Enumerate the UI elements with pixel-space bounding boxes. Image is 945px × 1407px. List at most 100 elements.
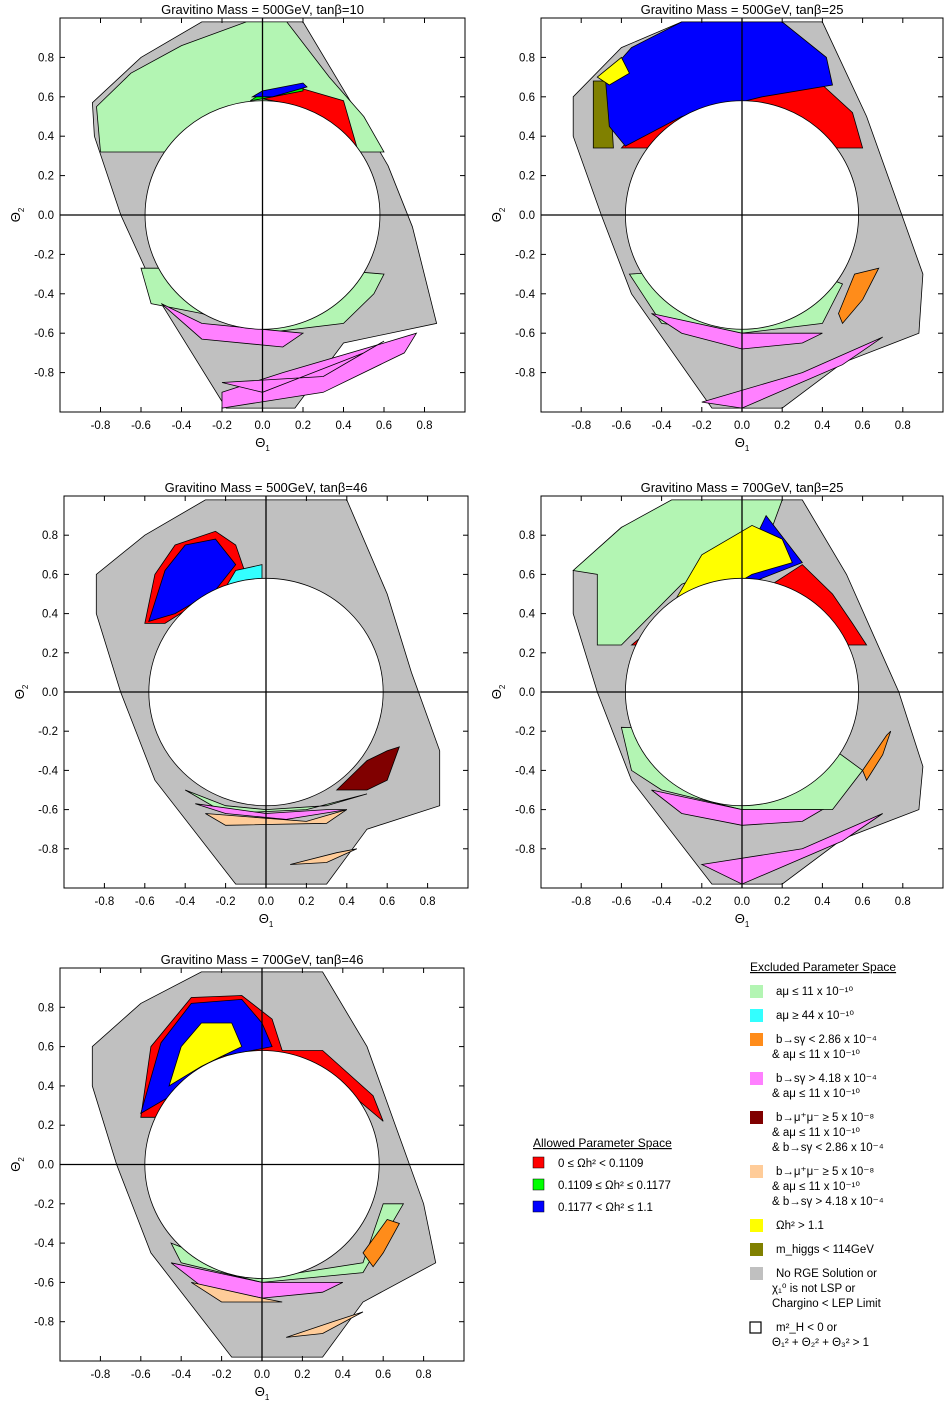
y-tick-label: -0.4	[38, 765, 58, 777]
legend-swatch-amu-low	[750, 985, 763, 998]
legend-label: & b→sγ > 4.18 x 10⁻⁴	[772, 1196, 884, 1208]
y-axis-label-sub: 2	[498, 684, 507, 689]
region-bsg-low	[838, 267, 880, 325]
panel-2: -0.8 -0.6 -0.4 -0.2 0.0 0.2 0.4 0.6 0.8 0.8 0.6 0.4…	[489, 2, 944, 453]
x-tick-label: 0.8	[420, 896, 436, 908]
y-tick-label: 0.4	[38, 131, 55, 143]
x-axis-label-sub: 1	[269, 920, 274, 929]
y-tick-label: -0.8	[34, 368, 54, 380]
legend-swatch-amu-high	[750, 1009, 763, 1022]
x-axis-label-sub: 1	[745, 444, 750, 453]
y-tick-label: 0.8	[519, 52, 535, 64]
x-tick-label: 0.0	[258, 896, 274, 908]
x-tick-label: -0.2	[212, 1369, 232, 1381]
x-axis-label: Θ1	[259, 911, 274, 929]
y-tick-label: -0.4	[34, 289, 54, 301]
legend-label: aμ ≥ 44 x 10⁻¹⁰	[776, 1010, 854, 1022]
y-tick-label: 0.8	[42, 530, 58, 542]
legend-label: b→sγ < 2.86 x 10⁻⁴	[776, 1034, 877, 1046]
x-tick-label: -0.8	[571, 420, 591, 432]
excluded-legend-heading: Excluded Parameter Space	[750, 960, 896, 974]
y-tick-label: -0.4	[515, 765, 535, 777]
x-tick-label: 0.4	[335, 1369, 352, 1381]
x-tick-label: 0.6	[379, 896, 395, 908]
x-tick-label: 0.6	[855, 420, 871, 432]
y-axis-label-sub: 2	[498, 207, 507, 212]
x-axis-label: Θ1	[255, 1384, 270, 1402]
x-axis-label: Θ1	[735, 435, 750, 453]
y-tick-label: -0.4	[515, 289, 535, 301]
region-omega-high	[596, 56, 630, 86]
legend-swatch-relic-high	[532, 1200, 545, 1213]
legend-label: Θ₁² + Θ₂² + Θ₃² > 1	[772, 1337, 869, 1349]
y-tick-label: -0.2	[515, 726, 535, 738]
legend-label: 0 ≤ Ωh² < 0.1109	[558, 1158, 643, 1170]
legend-swatch-bsmm	[750, 1111, 763, 1124]
panel-5: -0.8 -0.6 -0.4 -0.2 0.0 0.2 0.4 0.6 0.8 0.8 0.6 0.4…	[8, 952, 465, 1402]
y-tick-label: -0.2	[515, 249, 535, 261]
legend-label: 0.1177 < Ωh² ≤ 1.1	[558, 1202, 653, 1214]
x-tick-label: -0.8	[571, 896, 591, 908]
region-bsg-low	[362, 1219, 400, 1268]
x-tick-label: -0.6	[611, 420, 631, 432]
y-tick-label: 0.0	[42, 687, 58, 699]
region-bsg-high	[701, 336, 883, 409]
y-tick-label: 0.0	[38, 210, 54, 222]
y-axis-label-sub: 2	[17, 207, 26, 212]
x-tick-label: -0.2	[692, 420, 712, 432]
x-axis-label-sub: 1	[745, 920, 750, 929]
x-tick-label: -0.4	[652, 420, 672, 432]
x-tick-label: 0.4	[814, 896, 831, 908]
x-tick-label: 0.2	[295, 420, 311, 432]
region-bsg-low	[862, 730, 892, 782]
region-bsmm	[335, 746, 400, 791]
y-tick-label: -0.2	[38, 726, 58, 738]
x-tick-label: -0.4	[175, 896, 195, 908]
x-tick-label: 0.8	[416, 1369, 432, 1381]
y-tick-label: -0.6	[34, 328, 54, 340]
legend-label: b→μ⁺μ⁻ ≥ 5 x 10⁻⁸	[776, 1166, 874, 1178]
x-tick-label: 0.2	[774, 896, 790, 908]
x-axis-label: Θ1	[255, 435, 270, 453]
y-axis-label: Θ2	[8, 207, 26, 222]
x-tick-label: -0.4	[171, 1369, 191, 1381]
region-bmm-peach	[205, 809, 348, 826]
panel-4: -0.8 -0.6 -0.4 -0.2 0.0 0.2 0.4 0.6 0.8 0.8 0.6 0.4…	[489, 480, 944, 929]
chart-title: Gravitino Mass = 700GeV, tanβ=25	[641, 480, 844, 495]
x-tick-label: 0.4	[336, 420, 353, 432]
legend-label: 0.1109 ≤ Ωh² ≤ 0.1177	[558, 1180, 671, 1192]
allowed-legend: Allowed Parameter Space 0 ≤ Ωh² < 0.1109 0…	[532, 1136, 672, 1214]
y-tick-label: 0.0	[38, 1160, 54, 1172]
y-tick-label: 0.6	[42, 569, 58, 581]
y-axis-label-sub: 2	[17, 1157, 26, 1162]
y-axis-label: Θ2	[489, 684, 507, 699]
region-bmm-peach	[286, 1311, 364, 1338]
y-tick-label: -0.6	[38, 805, 58, 817]
x-tick-label: 0.4	[339, 896, 356, 908]
legend-label: Chargino < LEP Limit	[772, 1298, 882, 1310]
y-tick-label: 0.2	[38, 1120, 54, 1132]
y-tick-label: 0.6	[519, 92, 535, 104]
x-tick-label: -0.6	[131, 1369, 151, 1381]
y-tick-label: -0.8	[34, 1317, 54, 1329]
region-relic-high	[604, 21, 833, 147]
legend-label: m_higgs < 114GeV	[776, 1244, 874, 1256]
legend-swatch-white	[749, 1321, 762, 1334]
y-tick-label: -0.8	[515, 368, 535, 380]
region-bsg-high	[700, 813, 883, 885]
x-tick-label: 0.8	[895, 896, 911, 908]
x-tick-label: 0.6	[376, 420, 392, 432]
y-tick-label: 0.4	[519, 131, 536, 143]
x-tick-label: 0.2	[774, 420, 790, 432]
x-tick-label: -0.8	[94, 896, 114, 908]
y-tick-label: 0.8	[519, 530, 535, 542]
x-tick-label: -0.4	[652, 896, 672, 908]
x-tick-label: 0.0	[734, 420, 750, 432]
y-tick-label: 0.2	[519, 648, 535, 660]
y-tick-label: 0.8	[38, 1002, 54, 1014]
x-tick-label: 0.6	[855, 896, 871, 908]
y-tick-label: 0.2	[38, 171, 54, 183]
chart-title: Gravitino Mass = 700GeV, tanβ=46	[161, 952, 364, 967]
legend-swatch-omega-high	[750, 1219, 763, 1232]
